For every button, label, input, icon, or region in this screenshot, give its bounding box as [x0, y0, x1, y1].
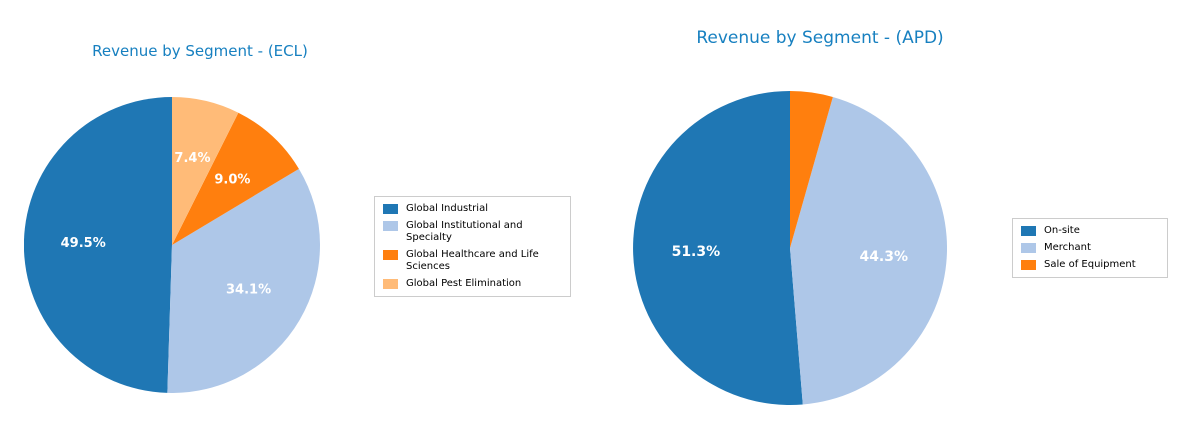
legend-item: Sale of Equipment [1021, 259, 1159, 271]
legend-label: On-site [1044, 225, 1080, 236]
legend-swatch-on-site [1021, 226, 1036, 236]
legend-label: Global Pest Elimination [406, 278, 522, 289]
legend-label: Sale of Equipment [1044, 259, 1136, 270]
legend-item: Global Industrial [383, 203, 562, 215]
pie-percent-label: 51.3% [672, 244, 721, 260]
pie-percent-label: 49.5% [61, 236, 106, 251]
pie-percent-label: 34.1% [226, 282, 271, 297]
legend-label: Global Healthcare and Life Sciences [406, 249, 539, 272]
pie-percent-label: 9.0% [214, 172, 250, 187]
legend-item: Global Institutional and Specialty [383, 220, 562, 244]
chart-title-ecl: Revenue by Segment - (ECL) [92, 42, 308, 60]
legend-label: Global Industrial [406, 203, 488, 214]
pie-slice [24, 97, 172, 393]
legend-swatch-sale-of-equipment [1021, 260, 1036, 270]
pie-slice [167, 168, 320, 393]
legend-label: Merchant [1044, 242, 1091, 253]
legend-swatch-institutional-specialty [383, 221, 398, 231]
pie-slice [172, 97, 239, 245]
legend-swatch-global-industrial [383, 204, 398, 214]
legend-swatch-healthcare-life-sciences [383, 250, 398, 260]
legend-item: Global Healthcare and Life Sciences [383, 249, 562, 273]
pie-percent-label: 7.4% [174, 151, 210, 166]
pie-slice [790, 91, 833, 248]
pie-slice [790, 96, 947, 405]
legend-swatch-pest-elimination [383, 279, 398, 289]
pie-slice [633, 91, 803, 405]
pie-percent-label: 44.3% [859, 249, 908, 265]
pie-slice [172, 112, 299, 246]
legend-item: Global Pest Elimination [383, 278, 562, 290]
legend-label: Global Institutional and Specialty [406, 220, 523, 243]
legend-item: Merchant [1021, 242, 1159, 254]
chart-title-apd: Revenue by Segment - (APD) [696, 28, 944, 48]
legend-ecl: Global Industrial Global Institutional a… [374, 196, 571, 297]
legend-apd: On-site Merchant Sale of Equipment [1012, 218, 1168, 278]
pie-chart-apd: 51.3% 44.3% [633, 91, 947, 405]
legend-item: On-site [1021, 225, 1159, 237]
legend-swatch-merchant [1021, 243, 1036, 253]
pie-chart-ecl: 49.5% 34.1% 9.0% 7.4% [24, 97, 320, 393]
